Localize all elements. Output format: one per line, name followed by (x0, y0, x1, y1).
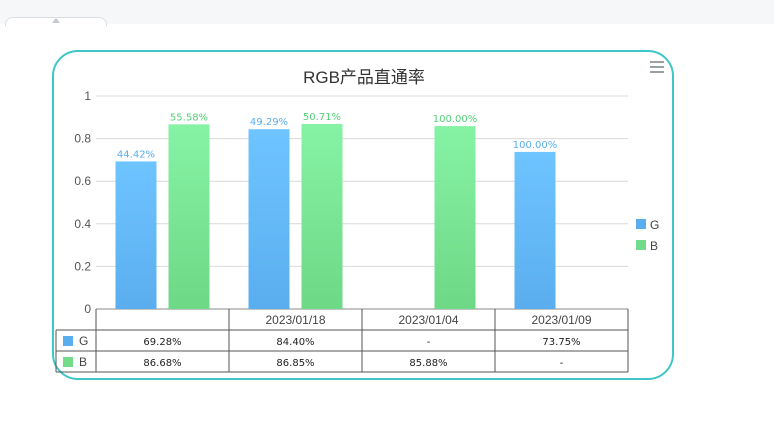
chart-title: RGB产品直通率 (303, 68, 425, 87)
legend-swatch[interactable] (636, 219, 646, 229)
table-cell: 69.28% (143, 337, 181, 348)
table-legend-swatch (63, 336, 73, 346)
x-category-label: 2023/01/04 (398, 313, 458, 327)
bar-data-label: 100.00% (513, 140, 558, 151)
bar-b[interactable] (168, 124, 210, 309)
bar-g[interactable] (514, 151, 556, 309)
legend-label[interactable]: G (650, 218, 659, 232)
y-tick-label: 0 (84, 302, 91, 316)
table-cell: 86.85% (276, 358, 314, 369)
bar-g[interactable] (248, 129, 290, 309)
legend-label[interactable]: B (650, 239, 658, 253)
table-cell: - (427, 337, 431, 348)
table-series-label: B (79, 355, 87, 369)
y-tick-label: 0.6 (74, 174, 91, 188)
legend-swatch[interactable] (636, 240, 646, 250)
bar-data-label: 55.58% (170, 112, 208, 123)
top-bar (0, 0, 774, 24)
bar-data-label: 44.42% (117, 149, 155, 160)
bar-b[interactable] (434, 126, 476, 310)
y-tick-label: 0.2 (74, 259, 91, 273)
table-cell: 84.40% (276, 337, 314, 348)
bar-data-label: 100.00% (433, 114, 478, 125)
table-legend-swatch (63, 357, 73, 367)
bar-b[interactable] (301, 124, 343, 310)
table-cell: 85.88% (409, 358, 447, 369)
x-category-label: 2023/01/18 (265, 313, 325, 327)
table-cell: 73.75% (542, 337, 580, 348)
table-cell: - (560, 358, 564, 369)
bar-g[interactable] (115, 161, 157, 309)
y-tick-label: 0.4 (74, 217, 91, 231)
menu-icon[interactable] (650, 61, 664, 73)
x-category-label: 2023/01/09 (531, 313, 591, 327)
caret-up-icon (52, 18, 60, 23)
table-cell: 86.68% (143, 358, 181, 369)
bar-data-label: 50.71% (303, 112, 341, 123)
table-series-label: G (79, 334, 88, 348)
bar-data-label: 49.29% (250, 117, 288, 128)
y-tick-label: 0.8 (74, 132, 91, 146)
y-tick-label: 1 (84, 89, 91, 103)
